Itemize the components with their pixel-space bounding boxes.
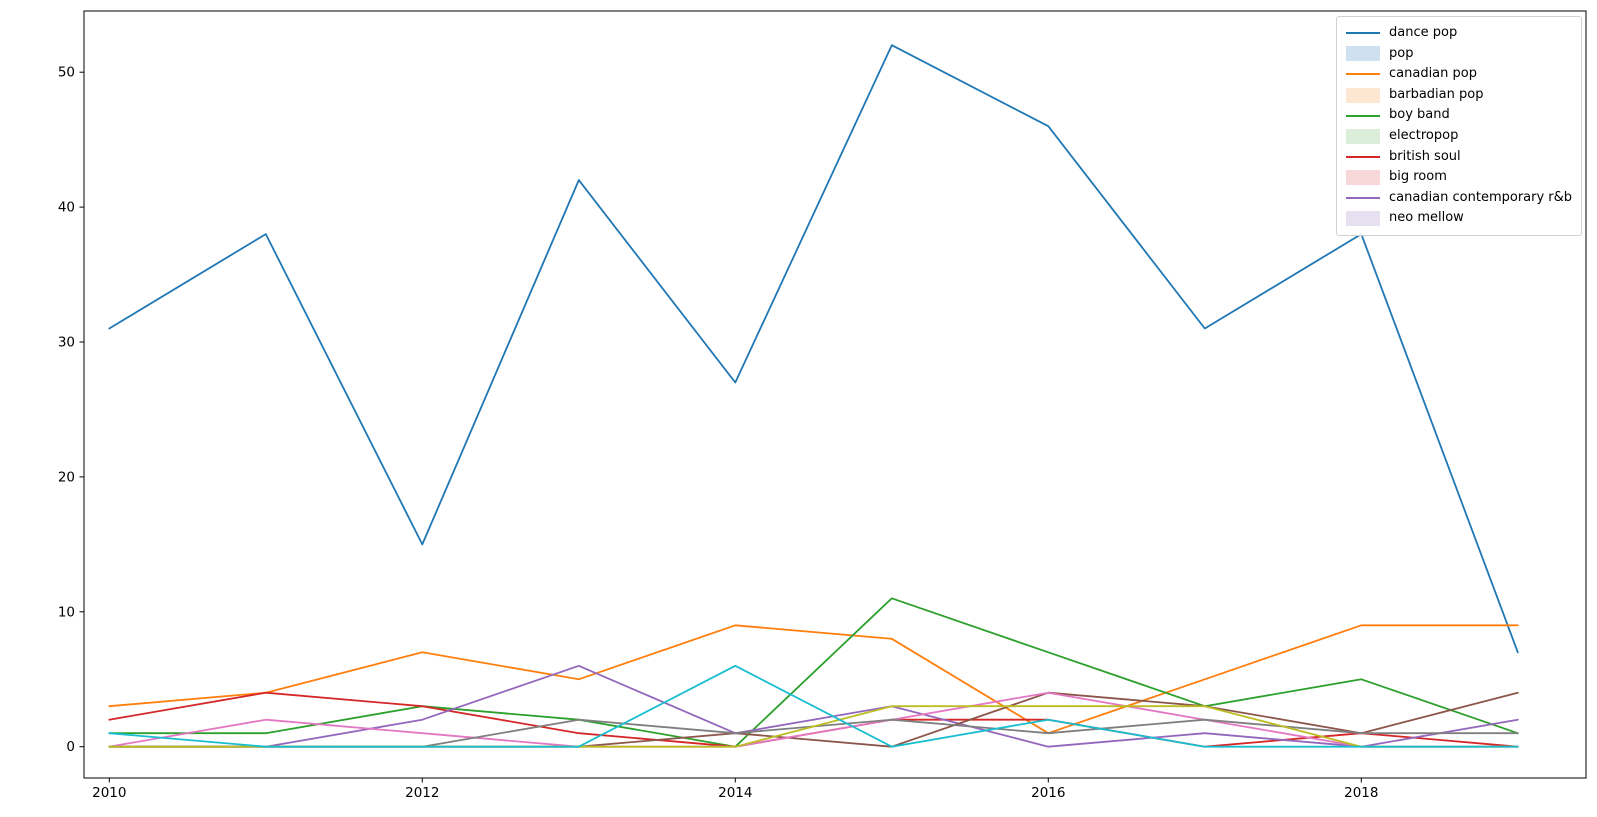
- x-tick-label: 2016: [1031, 785, 1065, 801]
- legend-label: boy band: [1389, 107, 1450, 123]
- legend-label: big room: [1389, 169, 1447, 185]
- legend: dance pop pop canadian pop barbadian pop boy…: [1336, 16, 1582, 236]
- legend-line-swatch-icon: [1346, 32, 1380, 35]
- x-tick-label: 2018: [1344, 785, 1378, 801]
- legend-line-swatch-icon: [1346, 114, 1380, 117]
- legend-patch-swatch-icon: [1346, 46, 1380, 62]
- series-line-dance-pop: [108, 44, 1519, 654]
- legend-item: boy band: [1346, 105, 1573, 126]
- legend-label: canadian pop: [1389, 66, 1477, 82]
- legend-label: dance pop: [1389, 25, 1458, 40]
- series-line-neo-mellow: [108, 664, 1519, 748]
- legend-line-swatch-icon: [1346, 197, 1380, 200]
- y-tick-label: 0: [66, 739, 75, 755]
- legend-label: electropop: [1389, 127, 1459, 143]
- y-tick-label: 30: [58, 335, 75, 351]
- y-tick-label: 10: [58, 604, 75, 620]
- x-tick-label: 2010: [92, 785, 126, 801]
- axes-spines: [83, 10, 1587, 779]
- legend-label: pop: [1389, 45, 1414, 61]
- series-line-canadian-contemporary-r-b: [108, 664, 1519, 748]
- legend-item: neo mellow: [1346, 208, 1573, 229]
- legend-label: canadian contemporary r&b: [1389, 189, 1573, 205]
- series-line-canadian-pop: [108, 624, 1519, 735]
- legend-line-swatch-icon: [1346, 155, 1380, 158]
- legend-patch-swatch-icon: [1346, 128, 1380, 144]
- legend-item: big room: [1346, 167, 1573, 188]
- series-line-boy-band: [108, 597, 1519, 748]
- legend-item: electropop: [1346, 126, 1573, 147]
- legend-patch-swatch-icon: [1346, 87, 1380, 103]
- legend-item: dance pop: [1346, 23, 1573, 44]
- legend-item: canadian pop: [1346, 64, 1573, 85]
- y-tick-label: 40: [58, 200, 75, 216]
- legend-label: british soul: [1389, 148, 1461, 164]
- y-tick-label: 20: [58, 469, 75, 485]
- legend-line-swatch-icon: [1346, 73, 1380, 76]
- legend-item: canadian contemporary r&b: [1346, 188, 1573, 209]
- x-tick-label: 2012: [405, 785, 439, 801]
- legend-label: barbadian pop: [1389, 86, 1484, 102]
- legend-label: neo mellow: [1389, 210, 1464, 226]
- legend-item: barbadian pop: [1346, 85, 1573, 106]
- legend-item: british soul: [1346, 147, 1573, 168]
- legend-patch-swatch-icon: [1346, 211, 1380, 227]
- series-line-barbadian-pop: [108, 691, 1519, 748]
- y-tick-label: 50: [58, 65, 75, 81]
- legend-item: pop: [1346, 44, 1573, 65]
- legend-patch-swatch-icon: [1346, 169, 1380, 185]
- x-tick-label: 2014: [718, 785, 752, 801]
